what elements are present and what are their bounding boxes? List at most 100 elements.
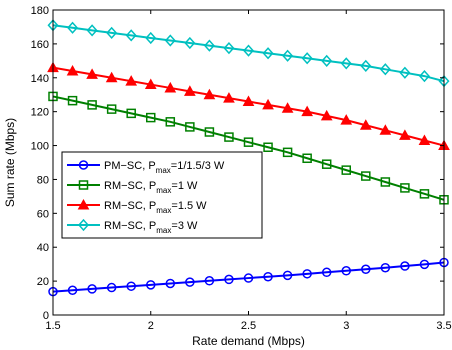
data-point bbox=[301, 105, 313, 117]
y-tick-label: 180 bbox=[31, 5, 49, 17]
x-tick-label: 3 bbox=[343, 320, 349, 332]
legend-marker bbox=[77, 218, 90, 232]
data-point bbox=[341, 165, 351, 175]
data-point bbox=[223, 42, 235, 55]
x-tick-label: 2.5 bbox=[241, 320, 256, 332]
data-point bbox=[203, 88, 216, 100]
data-point bbox=[419, 259, 430, 270]
data-point bbox=[399, 66, 411, 79]
y-tick-label: 160 bbox=[31, 39, 49, 51]
series-line bbox=[52, 261, 445, 293]
legend-marker bbox=[78, 180, 89, 190]
data-point bbox=[361, 264, 371, 274]
data-point bbox=[321, 54, 333, 67]
data-point bbox=[204, 276, 215, 286]
data-point bbox=[243, 137, 254, 147]
data-point bbox=[224, 274, 234, 285]
data-point bbox=[361, 171, 371, 181]
data-point bbox=[223, 92, 235, 103]
data-point bbox=[66, 64, 79, 76]
data-point bbox=[379, 124, 392, 135]
legend-item-0: PM−SC, Pmax=1/1.5/3 W bbox=[67, 160, 225, 175]
data-point bbox=[67, 21, 79, 34]
data-point bbox=[86, 68, 98, 79]
data-point bbox=[321, 267, 332, 278]
data-point bbox=[184, 85, 196, 96]
legend-item-3: RM−SC, Pmax=3 W bbox=[67, 218, 198, 235]
data-point bbox=[126, 108, 136, 119]
y-tick-label: 60 bbox=[37, 208, 49, 220]
legend-label: RM−SC, Pmax=1 W bbox=[104, 180, 198, 195]
legend-item-1: RM−SC, Pmax=1 W bbox=[67, 180, 198, 195]
y-tick-label: 0 bbox=[43, 310, 49, 322]
data-point bbox=[224, 132, 234, 142]
data-point bbox=[418, 69, 430, 83]
data-point bbox=[243, 273, 254, 283]
y-tick-label: 80 bbox=[37, 174, 49, 186]
series-line bbox=[52, 24, 445, 83]
data-point bbox=[125, 29, 137, 42]
data-point bbox=[301, 52, 313, 65]
data-point bbox=[106, 26, 118, 39]
data-point bbox=[263, 142, 273, 152]
x-axis-label: Rate demand (Mbps) bbox=[192, 334, 305, 348]
data-point bbox=[87, 100, 97, 110]
data-point bbox=[67, 95, 78, 106]
data-point bbox=[165, 117, 176, 127]
data-point bbox=[282, 270, 293, 281]
data-point bbox=[87, 284, 97, 294]
legend-label: PM−SC, Pmax=1/1.5/3 W bbox=[104, 160, 225, 175]
data-point bbox=[282, 147, 293, 158]
data-point bbox=[340, 114, 353, 125]
data-point bbox=[105, 71, 118, 83]
data-point bbox=[106, 282, 117, 293]
data-point bbox=[165, 278, 176, 289]
data-point bbox=[302, 269, 312, 279]
data-point bbox=[262, 47, 274, 60]
data-point bbox=[341, 266, 351, 276]
data-point bbox=[418, 134, 431, 145]
legend-marker bbox=[77, 198, 90, 210]
data-point bbox=[185, 122, 195, 132]
data-point bbox=[146, 280, 156, 290]
data-point bbox=[340, 57, 352, 70]
data-point bbox=[320, 109, 333, 121]
series-1 bbox=[48, 91, 449, 205]
data-point bbox=[419, 189, 430, 199]
data-point bbox=[360, 59, 372, 73]
y-tick-label: 140 bbox=[31, 73, 49, 85]
axes-layer: 1.5 2 2.5 3 3.5 0 20 40 60 80 100 120 140 160 180 bbox=[31, 5, 452, 332]
data-point bbox=[380, 262, 391, 273]
data-point bbox=[185, 277, 195, 287]
legend-label: RM−SC, Pmax=3 W bbox=[104, 220, 198, 235]
y-tick-label: 40 bbox=[37, 242, 49, 254]
legend-label: RM−SC, Pmax=1.5 W bbox=[104, 200, 207, 215]
data-point bbox=[164, 34, 176, 47]
data-point bbox=[282, 49, 294, 62]
data-point bbox=[359, 119, 372, 130]
data-point bbox=[86, 24, 98, 37]
legend-marker bbox=[78, 160, 89, 170]
series-3 bbox=[47, 19, 450, 88]
y-axis-label: Sum rate (Mbps) bbox=[3, 118, 17, 207]
data-point bbox=[67, 285, 78, 296]
data-point bbox=[242, 95, 255, 106]
data-point bbox=[144, 78, 157, 90]
data-point bbox=[302, 153, 312, 164]
data-point bbox=[106, 104, 117, 114]
y-tick-label: 20 bbox=[37, 276, 49, 288]
data-point bbox=[400, 261, 410, 271]
data-point bbox=[125, 75, 138, 86]
series-line bbox=[52, 95, 445, 201]
legend-box bbox=[61, 151, 263, 239]
x-tick-label: 2 bbox=[148, 320, 154, 332]
data-point bbox=[262, 98, 274, 110]
data-point bbox=[263, 271, 273, 282]
data-point bbox=[380, 177, 391, 187]
data-point bbox=[242, 44, 255, 57]
series-layer bbox=[47, 19, 450, 297]
data-point bbox=[204, 127, 215, 137]
data-point bbox=[126, 281, 136, 291]
data-point bbox=[146, 112, 156, 123]
data-point bbox=[145, 31, 157, 45]
